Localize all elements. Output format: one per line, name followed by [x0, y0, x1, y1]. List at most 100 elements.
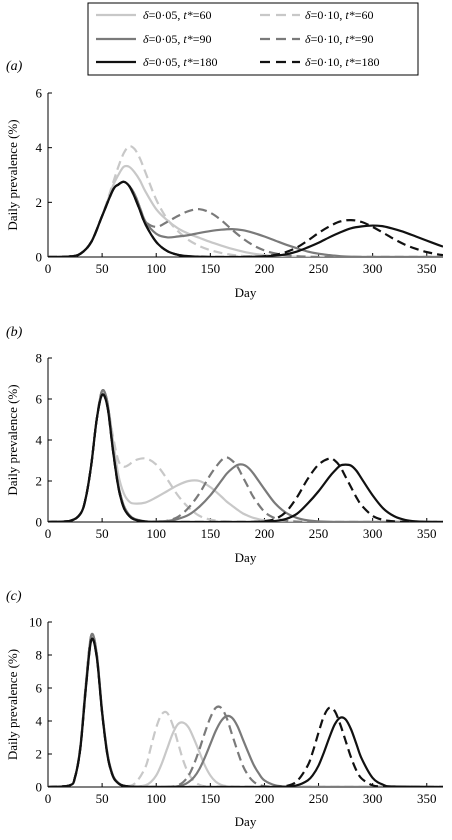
panel-label: (a) [6, 59, 23, 74]
x-tick-label: 0 [45, 526, 52, 541]
x-tick-label: 100 [146, 526, 166, 541]
legend-entry-5: δ=0·10, t*=180 [260, 55, 379, 69]
series-group [48, 145, 443, 257]
legend: δ=0·05, t*=60 δ=0·10, t*=60 δ=0·05, t*=9… [87, 2, 419, 76]
legend-rest2-5: =180 [355, 55, 380, 69]
legend-tstar-3: t* [345, 32, 354, 46]
x-axis-label: Day [235, 814, 257, 829]
x-tick-label: 300 [363, 261, 383, 276]
x-tick-label: 350 [417, 261, 437, 276]
legend-tstar-5: t* [345, 55, 354, 69]
x-tick-label: 0 [45, 261, 52, 276]
y-tick-label: 2 [36, 474, 43, 489]
x-tick-label: 150 [201, 791, 221, 806]
series-line-1 [48, 634, 443, 787]
legend-delta-0: δ [143, 8, 149, 22]
y-tick-label: 8 [36, 648, 43, 663]
series-group [48, 632, 443, 787]
x-tick-label: 50 [96, 526, 109, 541]
legend-entry-2: δ=0·05, t*=90 [96, 32, 211, 46]
y-tick-label: 6 [36, 86, 43, 101]
legend-label-1: δ=0·10, t*=60 [305, 8, 373, 22]
x-tick-label: 200 [255, 261, 275, 276]
legend-delta-5: δ [305, 55, 311, 69]
legend-entry-4: δ=0·05, t*=180 [96, 55, 217, 69]
panel-label: (b) [6, 325, 23, 340]
series-line-3 [48, 632, 443, 787]
series-line-2 [48, 632, 443, 787]
legend-entry-0: δ=0·05, t*=60 [96, 8, 211, 22]
x-tick-label: 100 [146, 791, 166, 806]
x-tick-label: 250 [309, 261, 329, 276]
y-tick-label: 0 [36, 515, 43, 530]
x-tick-label: 200 [255, 791, 275, 806]
x-axis-label: Day [235, 550, 257, 565]
series-line-0 [48, 634, 443, 787]
series-line-4 [48, 180, 443, 257]
x-tick-label: 350 [417, 526, 437, 541]
x-tick-label: 150 [201, 261, 221, 276]
y-axis-label: Daily prevalence (%) [5, 384, 20, 495]
series-line-4 [48, 637, 443, 787]
series-group [48, 389, 443, 522]
y-tick-label: 8 [36, 351, 43, 366]
y-tick-label: 0 [36, 780, 43, 795]
series-line-3 [48, 180, 443, 257]
series-line-0 [48, 164, 443, 257]
legend-entry-1: δ=0·10, t*=60 [260, 8, 373, 22]
legend-frame [87, 2, 419, 76]
legend-rest2-0: =60 [193, 8, 212, 22]
y-tick-label: 2 [36, 747, 43, 762]
y-tick-label: 10 [29, 615, 42, 630]
series-line-5 [48, 393, 443, 522]
legend-rest1-1: =0·10, [311, 8, 346, 22]
series-line-2 [48, 180, 443, 257]
series-line-5 [48, 637, 443, 787]
x-tick-label: 250 [309, 526, 329, 541]
x-tick-label: 200 [255, 526, 275, 541]
legend-tstar-0: t* [183, 8, 192, 22]
legend-rest2-2: =90 [193, 32, 212, 46]
panel-2: 0 50 100 150 200 250 300 350 0 2 4 6 8 Day Daily preva… [5, 325, 443, 565]
legend-tstar-2: t* [183, 32, 192, 46]
legend-rest2-3: =90 [355, 32, 374, 46]
y-tick-label: 6 [36, 681, 43, 696]
legend-tstar-4: t* [183, 55, 192, 69]
y-tick-label: 0 [36, 250, 43, 265]
series-line-5 [48, 180, 443, 257]
legend-label-4: δ=0·05, t*=180 [143, 55, 217, 69]
panel-label: (c) [6, 589, 22, 604]
x-tick-label: 250 [309, 791, 329, 806]
legend-label-2: δ=0·05, t*=90 [143, 32, 211, 46]
y-tick-label: 2 [36, 195, 43, 210]
legend-label-3: δ=0·10, t*=90 [305, 32, 373, 46]
legend-rest1-0: =0·05, [149, 8, 184, 22]
x-tick-label: 300 [363, 791, 383, 806]
legend-tstar-1: t* [345, 8, 354, 22]
panel-1: 0 50 100 150 200 250 300 350 0 2 4 6 Day Daily preval… [5, 59, 443, 300]
legend-rest1-4: =0·05, [149, 55, 184, 69]
legend-delta-3: δ [305, 32, 311, 46]
y-tick-label: 4 [36, 433, 43, 448]
x-tick-label: 50 [96, 791, 109, 806]
x-tick-label: 50 [96, 261, 109, 276]
y-axis-label: Daily prevalence (%) [5, 649, 20, 760]
x-axis-label: Day [235, 285, 257, 300]
legend-rest1-3: =0·10, [311, 32, 346, 46]
legend-delta-4: δ [143, 55, 149, 69]
y-axis-label: Daily prevalence (%) [5, 119, 20, 230]
legend-entry-3: δ=0·10, t*=90 [260, 32, 373, 46]
legend-rest2-1: =60 [355, 8, 374, 22]
x-tick-label: 100 [146, 261, 166, 276]
y-tick-label: 4 [36, 714, 43, 729]
legend-rest1-5: =0·10, [311, 55, 346, 69]
series-line-4 [48, 393, 443, 522]
legend-rest1-2: =0·05, [149, 32, 184, 46]
x-tick-label: 150 [201, 526, 221, 541]
x-tick-label: 300 [363, 526, 383, 541]
legend-label-5: δ=0·10, t*=180 [305, 55, 379, 69]
panel-3: 0 50 100 150 200 250 300 350 0 2 4 6 8 10 Day Daily pre… [5, 589, 443, 829]
legend-rest2-4: =180 [193, 55, 218, 69]
